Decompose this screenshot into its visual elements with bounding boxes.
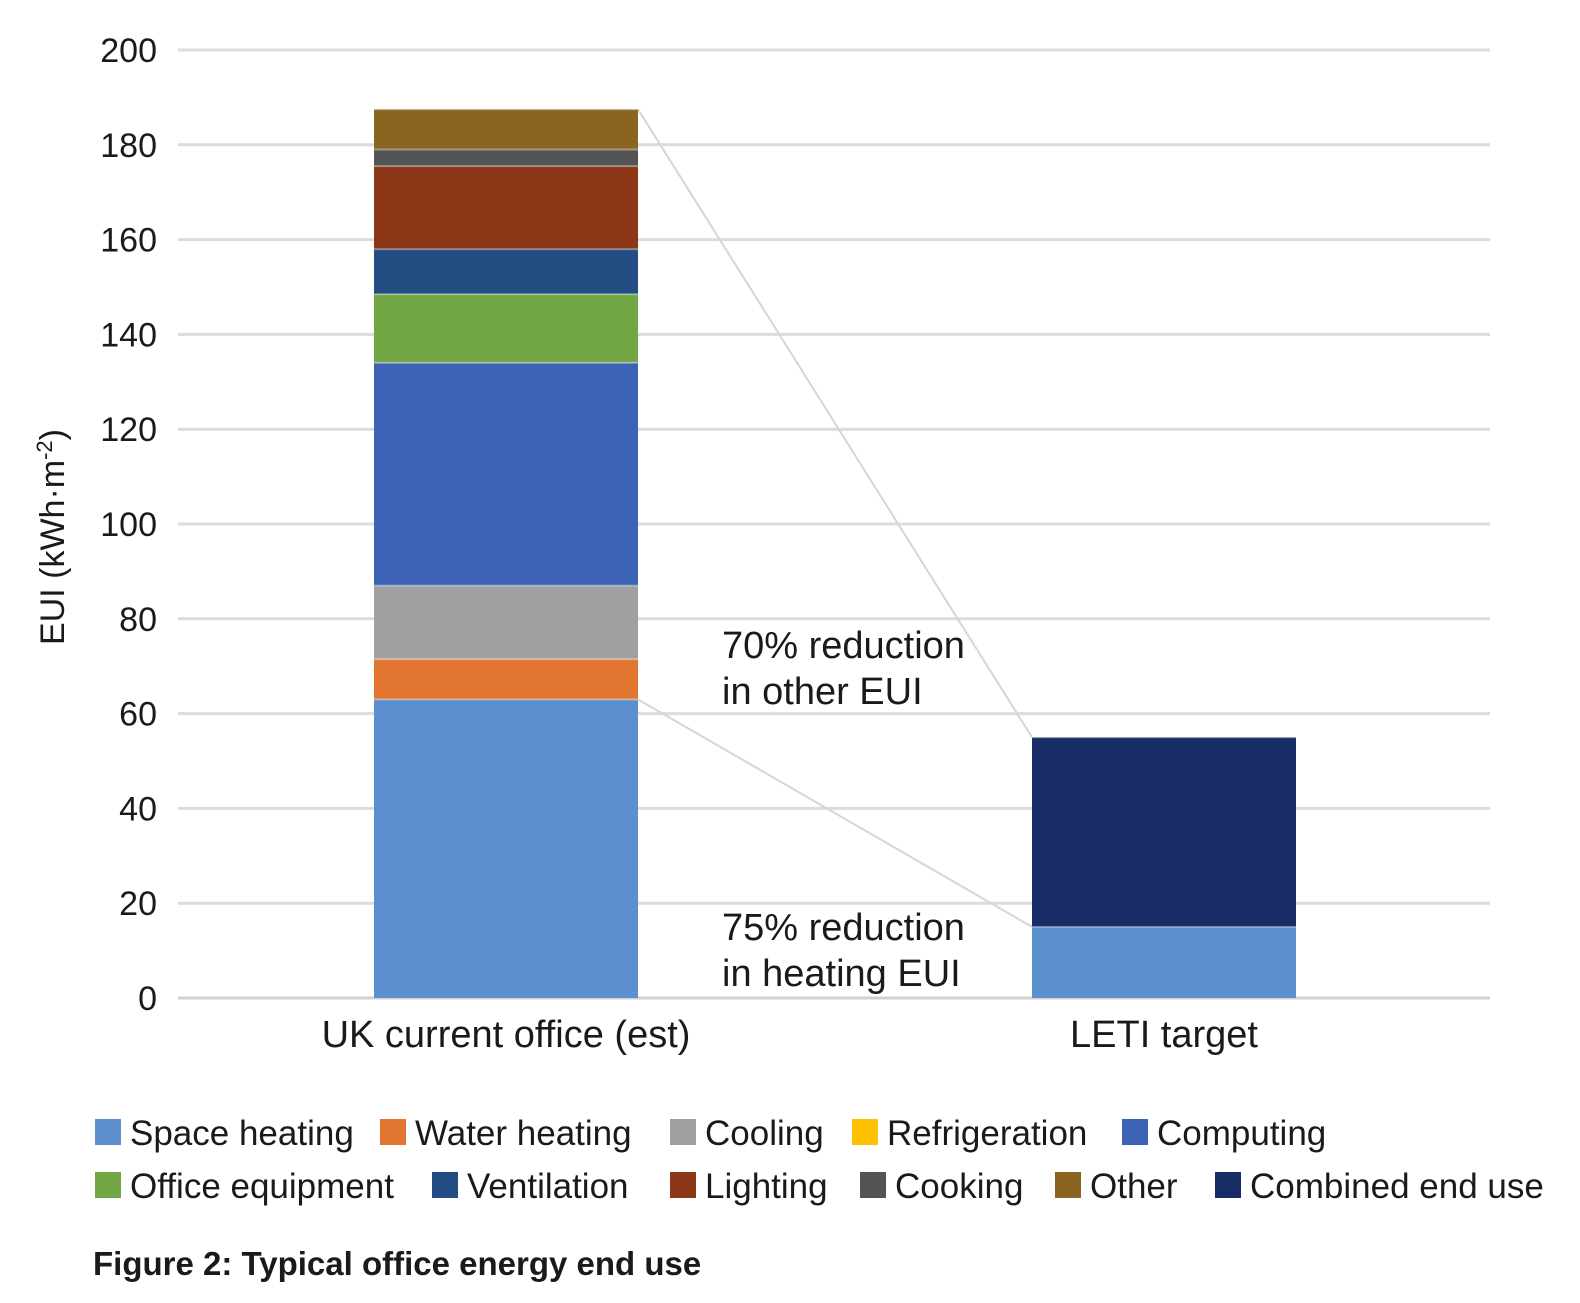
legend-label: Computing [1157,1114,1326,1153]
legend-item-space-heating: Space heating [95,1114,354,1153]
legend-swatch [432,1172,458,1198]
x-category-label: LETI target [1070,1014,1258,1056]
legend-item-cooling: Cooling [670,1114,824,1153]
legend-label: Space heating [130,1114,354,1153]
legend-item-cooking: Cooking [860,1167,1023,1206]
legend-item-refrigeration: Refrigeration [852,1114,1087,1153]
bar-segment-computing [374,362,638,586]
bar-segment-cooking [374,149,638,167]
legend: Space heating Water heating Cooling Refrige… [95,1114,1544,1206]
legend-swatch [860,1172,886,1198]
legend-swatch [95,1119,121,1145]
x-axis-categories: UK current office (est) LETI target [322,1014,1259,1056]
y-tick-label: 20 [119,885,157,923]
legend-label: Cooking [895,1167,1023,1206]
annotation-text: in heating EUI [722,953,961,995]
annotation-text: 75% reduction [722,907,965,949]
y-tick-label: 80 [119,601,157,639]
legend-label: Office equipment [130,1167,394,1206]
y-tick-label: 40 [119,790,157,828]
y-tick-label: 100 [100,506,157,544]
legend-swatch [670,1119,696,1145]
bar-segment-office-equipment [374,294,638,363]
legend-item-other: Other [1055,1167,1178,1206]
annotation-text: 70% reduction [722,625,965,667]
y-axis-title: EUI (kWh·m-2) [32,429,72,645]
x-category-label: UK current office (est) [322,1014,691,1056]
y-axis-ticks: 0 20 40 60 80 100 120 140 160 180 200 [100,32,157,1018]
legend-item-computing: Computing [1122,1114,1326,1153]
y-tick-label: 0 [138,980,157,1018]
bar-segment-space-heating [1032,926,1296,998]
legend-label: Combined end use [1250,1167,1544,1206]
bar-segment-lighting [374,166,638,250]
legend-label: Water heating [415,1114,632,1153]
connector-lines [637,108,1033,928]
y-tick-label: 160 [100,222,157,260]
legend-swatch [1122,1119,1148,1145]
legend-item-ventilation: Ventilation [432,1167,629,1206]
connector-heating [637,698,1033,928]
legend-label: Ventilation [467,1167,629,1206]
legend-swatch [1055,1172,1081,1198]
y-tick-label: 200 [100,32,157,70]
y-tick-label: 120 [100,411,157,449]
legend-item-lighting: Lighting [670,1167,828,1206]
bar-segment-ventilation [374,249,638,295]
bar-segment-space-heating [374,699,638,998]
legend-item-water-heating: Water heating [380,1114,632,1153]
legend-label: Lighting [705,1167,828,1206]
bar-segment-water-heating [374,659,638,700]
figure-caption: Figure 2: Typical office energy end use [93,1245,701,1282]
bar-segment-combined-end-use [1032,737,1296,927]
legend-swatch [670,1172,696,1198]
legend-swatch [1215,1172,1241,1198]
y-tick-label: 180 [100,127,157,165]
legend-swatch [380,1119,406,1145]
y-tick-label: 140 [100,316,157,354]
bar-segment-other [374,109,638,150]
legend-item-combined-end-use: Combined end use [1215,1167,1544,1206]
connector-total [637,108,1033,738]
legend-swatch [95,1172,121,1198]
legend-label: Refrigeration [887,1114,1087,1153]
legend-label: Cooling [705,1114,824,1153]
stacked-bars [374,108,1296,998]
legend-item-office-equipment: Office equipment [95,1167,394,1206]
bar-segment-cooling [374,585,638,660]
annotation-text: in other EUI [722,671,923,713]
y-tick-label: 60 [119,696,157,734]
legend-swatch [852,1119,878,1145]
legend-label: Other [1090,1167,1178,1206]
